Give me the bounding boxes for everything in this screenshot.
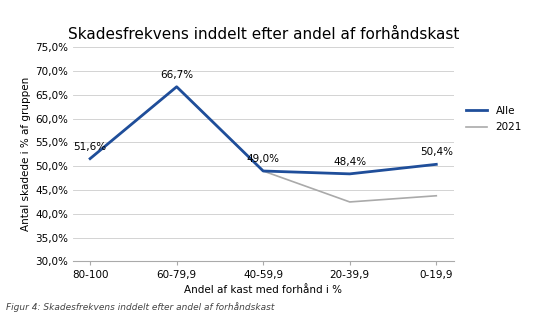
2021	[347, 200, 353, 204]
Text: 48,4%: 48,4%	[333, 157, 366, 167]
Alle	[87, 157, 94, 161]
2021	[173, 85, 180, 89]
Alle	[347, 172, 353, 176]
Alle	[433, 163, 440, 166]
Text: 66,7%: 66,7%	[160, 70, 193, 80]
Line: 2021: 2021	[90, 87, 436, 202]
Alle	[173, 85, 180, 89]
Text: 50,4%: 50,4%	[420, 147, 453, 158]
Title: Skadesfrekvens inddelt efter andel af forhåndskast: Skadesfrekvens inddelt efter andel af fo…	[68, 27, 459, 42]
Y-axis label: Antal skadede i % af gruppen: Antal skadede i % af gruppen	[21, 77, 31, 232]
Line: Alle: Alle	[90, 87, 436, 174]
2021	[260, 169, 267, 173]
X-axis label: Andel af kast med forhånd i %: Andel af kast med forhånd i %	[184, 285, 342, 295]
Text: Figur 4: Skadesfrekvens inddelt efter andel af forhåndskast: Figur 4: Skadesfrekvens inddelt efter an…	[6, 302, 274, 312]
Text: 51,6%: 51,6%	[73, 142, 106, 152]
Alle	[260, 169, 267, 173]
2021	[87, 157, 94, 161]
Text: 49,0%: 49,0%	[247, 154, 279, 164]
2021	[433, 194, 440, 198]
Legend: Alle, 2021: Alle, 2021	[466, 106, 522, 132]
